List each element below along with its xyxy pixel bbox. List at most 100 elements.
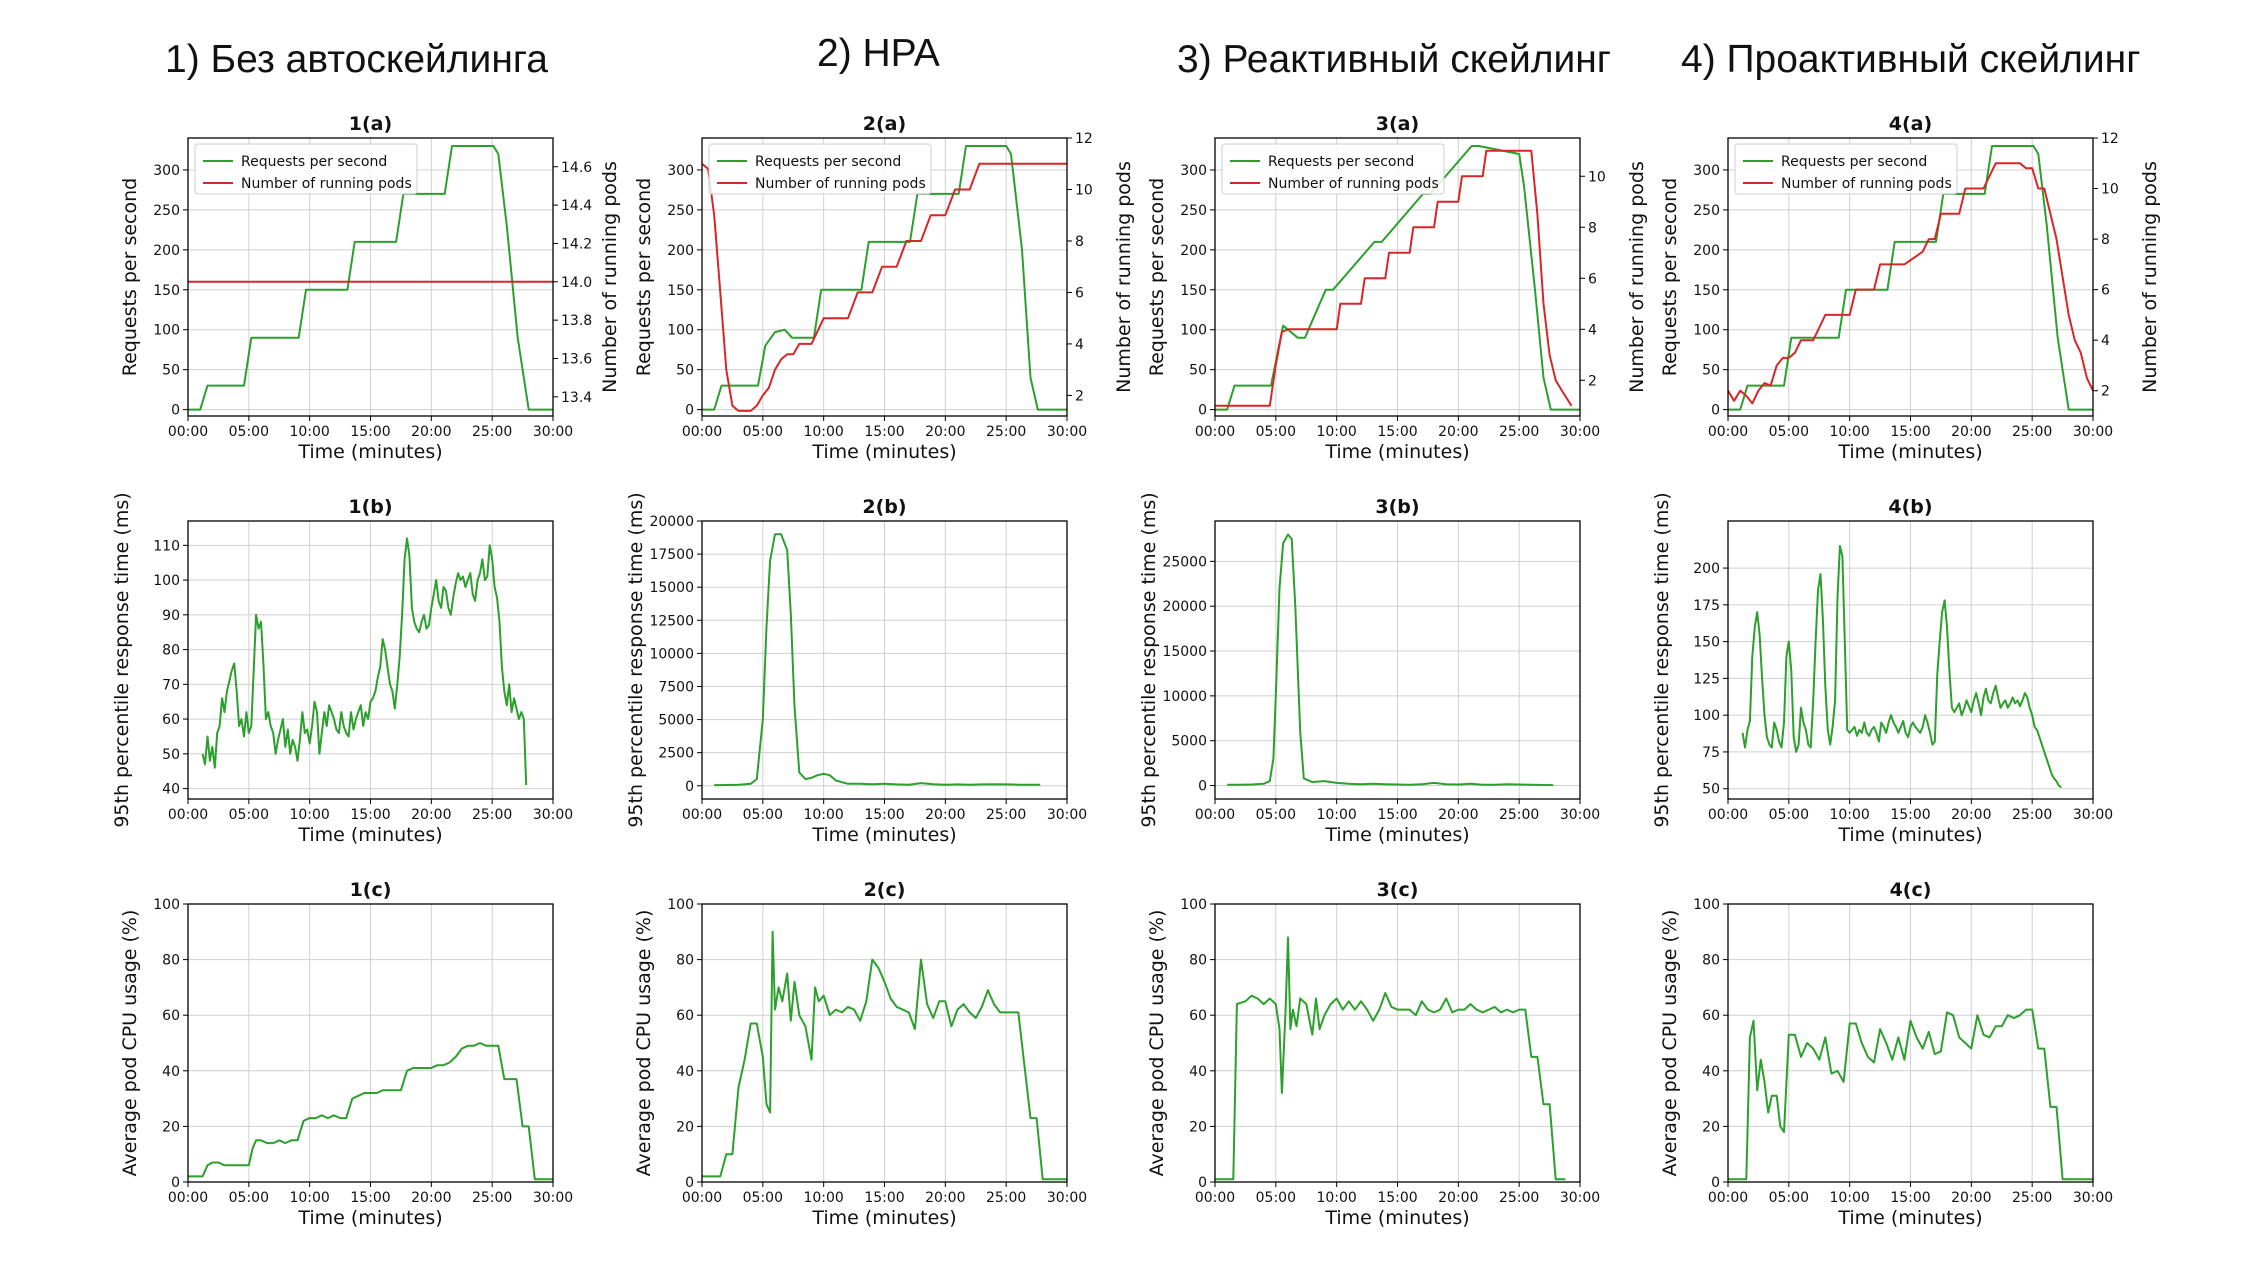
y-tick-label: 50 (1189, 363, 1207, 379)
x-tick-label: 15:00 (864, 1190, 904, 1206)
y2-axis-label: Number of running pods (1113, 161, 1135, 393)
x-tick-label: 00:00 (682, 807, 722, 823)
y2-tick-label: 13.4 (561, 390, 592, 406)
x-tick-label: 10:00 (289, 424, 329, 440)
y-tick-label: 60 (1702, 1008, 1720, 1024)
y2-tick-label: 10 (1075, 182, 1093, 198)
chart-title: 3(b) (1375, 496, 1419, 518)
x-tick-label: 25:00 (1499, 807, 1539, 823)
x-tick-label: 00:00 (1195, 807, 1235, 823)
x-tick-label: 20:00 (925, 807, 965, 823)
x-tick-label: 10:00 (289, 1190, 329, 1206)
y-tick-label: 17500 (649, 547, 694, 563)
x-tick-label: 30:00 (533, 1190, 573, 1206)
series-line (1215, 936, 1566, 1181)
x-tick-label: 00:00 (682, 1190, 722, 1206)
y-tick-label: 300 (1693, 163, 1720, 179)
y-axis-label: Requests per second (633, 178, 655, 376)
x-tick-label: 25:00 (986, 807, 1026, 823)
x-tick-label: 20:00 (411, 1190, 451, 1206)
x-tick-label: 05:00 (743, 807, 783, 823)
x-tick-label: 05:00 (1256, 807, 1296, 823)
y-tick-label: 40 (1189, 1064, 1207, 1080)
x-tick-label: 00:00 (1708, 1190, 1748, 1206)
y-tick-label: 50 (162, 363, 180, 379)
y-tick-label: 0 (685, 779, 694, 795)
y-tick-label: 150 (1693, 283, 1720, 299)
y-tick-label: 50 (162, 747, 180, 763)
y-tick-label: 10000 (1162, 689, 1207, 705)
chart-title: 2(c) (864, 879, 906, 901)
x-tick-label: 20:00 (925, 424, 965, 440)
y2-axis-label: Number of running pods (2139, 161, 2161, 393)
chart-title: 2(a) (863, 113, 906, 135)
x-tick-label: 30:00 (1047, 424, 1087, 440)
y-axis-label: Average pod CPU usage (%) (119, 910, 141, 1177)
x-tick-label: 30:00 (2073, 1190, 2113, 1206)
x-tick-label: 15:00 (1377, 424, 1417, 440)
x-tick-label: 15:00 (864, 807, 904, 823)
y-tick-label: 0 (1711, 403, 1720, 419)
y-tick-label: 250 (1693, 203, 1720, 219)
x-tick-label: 30:00 (1560, 807, 1600, 823)
x-tick-label: 05:00 (1769, 424, 1809, 440)
chart-title: 1(c) (350, 879, 392, 901)
y-tick-label: 60 (1189, 1008, 1207, 1024)
y-tick-label: 300 (1180, 163, 1207, 179)
y2-tick-label: 14.0 (561, 275, 592, 291)
y2-tick-label: 10 (2101, 182, 2119, 198)
y-tick-label: 90 (162, 608, 180, 624)
x-tick-label: 25:00 (472, 1190, 512, 1206)
y-tick-label: 100 (1693, 323, 1720, 339)
chart-title: 4(b) (1888, 496, 1932, 518)
y-axis-label: Requests per second (1659, 178, 1681, 376)
x-axis-label: Time (minutes) (1324, 824, 1469, 846)
series-line-pods (701, 162, 1067, 412)
y-tick-label: 0 (685, 403, 694, 419)
x-tick-label: 15:00 (1890, 424, 1930, 440)
x-tick-label: 10:00 (289, 807, 329, 823)
legend-label: Requests per second (1781, 154, 1927, 170)
y-tick-label: 20000 (1162, 599, 1207, 615)
legend-box (194, 143, 418, 195)
y-axis-label: Requests per second (1146, 178, 1168, 376)
chart-title: 4(a) (1889, 113, 1932, 135)
y2-tick-label: 8 (1588, 220, 1597, 236)
y-tick-label: 100 (1180, 897, 1207, 913)
y-tick-label: 2500 (658, 746, 694, 762)
x-tick-label: 10:00 (1829, 1190, 1869, 1206)
x-tick-label: 15:00 (1890, 1190, 1930, 1206)
y2-tick-label: 14.6 (561, 160, 592, 176)
y-axis-label: Average pod CPU usage (%) (1146, 910, 1168, 1177)
legend-box (708, 143, 932, 195)
y2-tick-label: 6 (2101, 283, 2110, 299)
y-tick-label: 250 (1180, 203, 1207, 219)
x-tick-label: 15:00 (350, 807, 390, 823)
x-tick-label: 30:00 (2073, 807, 2113, 823)
y-tick-label: 200 (1180, 243, 1207, 259)
series-line-pods (1215, 149, 1573, 407)
y-tick-label: 7500 (658, 679, 694, 695)
y2-axis-label: Number of running pods (599, 161, 621, 393)
x-tick-label: 10:00 (803, 1190, 843, 1206)
x-tick-label: 05:00 (1769, 1190, 1809, 1206)
chart-1-b: 00:00 05:00 10:00 15:00 20:00 25:00 30:00 40 50 6… (111, 492, 573, 846)
y-tick-label: 0 (685, 1175, 694, 1191)
x-tick-label: 30:00 (533, 807, 573, 823)
y-tick-label: 12500 (649, 613, 694, 629)
y-tick-label: 50 (676, 363, 694, 379)
y2-tick-label: 14.2 (561, 236, 592, 252)
chart-4-b: 00:00 05:00 10:00 15:00 20:00 25:00 30:00 50 75 1… (1651, 492, 2113, 846)
legend-label: Requests per second (241, 154, 387, 170)
y-tick-label: 200 (1693, 561, 1720, 577)
y-tick-label: 60 (162, 712, 180, 728)
chart-2-b: 00:00 05:00 10:00 15:00 20:00 25:00 30:00 0 2500… (625, 492, 1087, 846)
y-tick-label: 5000 (1171, 734, 1207, 750)
y-tick-label: 40 (676, 1064, 694, 1080)
y-tick-label: 20 (676, 1119, 694, 1135)
x-axis-label: Time (minutes) (297, 1207, 442, 1229)
heading-proactive-scaling: 4) Проактивный скейлинг (1681, 38, 2141, 81)
y-tick-label: 15000 (649, 580, 694, 596)
y2-tick-label: 8 (1075, 234, 1084, 250)
series-line (1227, 533, 1554, 787)
